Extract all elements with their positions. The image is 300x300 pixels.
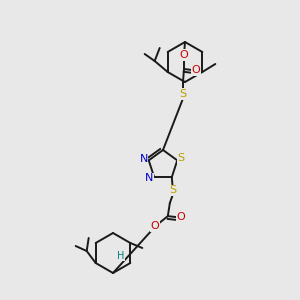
Text: H: H bbox=[117, 251, 125, 261]
Text: N: N bbox=[145, 173, 153, 183]
Text: O: O bbox=[192, 65, 200, 75]
Text: O: O bbox=[176, 212, 185, 222]
Text: S: S bbox=[169, 185, 176, 195]
Text: S: S bbox=[179, 89, 187, 99]
Text: O: O bbox=[180, 50, 188, 60]
Text: S: S bbox=[178, 153, 185, 164]
Text: O: O bbox=[150, 221, 159, 231]
Text: N: N bbox=[140, 154, 148, 164]
